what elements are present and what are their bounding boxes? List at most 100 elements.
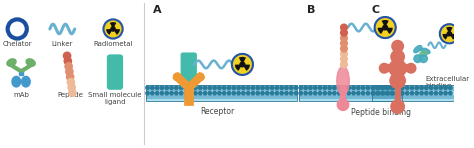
Circle shape (64, 52, 71, 59)
Text: Chelator: Chelator (2, 41, 32, 47)
Bar (340, 86, 346, 101)
Circle shape (371, 86, 374, 89)
Circle shape (341, 45, 347, 52)
Circle shape (341, 40, 347, 47)
Circle shape (275, 91, 279, 95)
Circle shape (189, 91, 192, 95)
Wedge shape (446, 27, 453, 32)
Circle shape (377, 91, 380, 95)
Circle shape (66, 73, 74, 81)
Circle shape (434, 86, 438, 89)
Circle shape (415, 91, 419, 95)
Circle shape (396, 91, 400, 95)
Bar (299, 87, 402, 91)
Circle shape (146, 86, 149, 89)
Bar (395, 86, 401, 101)
Bar (372, 95, 454, 99)
Circle shape (151, 91, 154, 95)
Circle shape (179, 86, 183, 89)
Wedge shape (382, 20, 389, 25)
Circle shape (199, 86, 202, 89)
Circle shape (347, 91, 350, 95)
Ellipse shape (414, 45, 422, 53)
Circle shape (213, 86, 216, 89)
Ellipse shape (419, 51, 427, 56)
Circle shape (240, 62, 245, 67)
Circle shape (425, 86, 428, 89)
Circle shape (391, 86, 394, 89)
Wedge shape (110, 22, 116, 27)
Circle shape (222, 91, 226, 95)
Circle shape (313, 91, 317, 95)
Circle shape (213, 91, 216, 95)
Bar (19, 69, 23, 75)
Circle shape (385, 86, 389, 89)
Circle shape (232, 54, 253, 75)
Circle shape (333, 91, 336, 95)
Wedge shape (239, 57, 246, 62)
Circle shape (410, 91, 414, 95)
Circle shape (309, 91, 312, 95)
Circle shape (439, 91, 442, 95)
Circle shape (333, 86, 336, 89)
Circle shape (405, 91, 409, 95)
Circle shape (155, 86, 159, 89)
Circle shape (64, 57, 72, 65)
Circle shape (448, 86, 452, 89)
Circle shape (237, 86, 240, 89)
Circle shape (251, 91, 255, 95)
Circle shape (396, 86, 400, 89)
Text: B: B (307, 5, 315, 15)
Circle shape (390, 73, 405, 88)
Circle shape (232, 86, 236, 89)
Circle shape (103, 19, 123, 38)
Wedge shape (378, 28, 384, 34)
Circle shape (290, 91, 293, 95)
Circle shape (415, 86, 419, 89)
Circle shape (347, 86, 350, 89)
Circle shape (389, 60, 406, 77)
Circle shape (381, 86, 384, 89)
Circle shape (356, 86, 360, 89)
Ellipse shape (337, 66, 349, 95)
Circle shape (337, 91, 341, 95)
Circle shape (222, 86, 226, 89)
Circle shape (341, 24, 347, 31)
Circle shape (237, 91, 240, 95)
Circle shape (160, 91, 164, 95)
Circle shape (361, 91, 365, 95)
Circle shape (401, 86, 404, 89)
Ellipse shape (7, 59, 16, 66)
Circle shape (405, 86, 409, 89)
Circle shape (392, 40, 403, 52)
Circle shape (232, 91, 236, 95)
Circle shape (414, 55, 421, 62)
Bar (372, 86, 454, 101)
Circle shape (341, 35, 347, 41)
Circle shape (410, 86, 414, 89)
Circle shape (227, 91, 231, 95)
Circle shape (275, 86, 279, 89)
Circle shape (270, 86, 274, 89)
Circle shape (261, 86, 264, 89)
Ellipse shape (21, 76, 30, 87)
Circle shape (341, 56, 347, 62)
Circle shape (69, 89, 76, 96)
Circle shape (256, 91, 259, 95)
Circle shape (366, 91, 370, 95)
Wedge shape (386, 28, 393, 34)
Circle shape (383, 25, 387, 30)
Circle shape (406, 63, 416, 73)
Ellipse shape (26, 59, 35, 66)
Circle shape (401, 91, 404, 95)
Text: Radiometal: Radiometal (93, 41, 133, 47)
Circle shape (203, 86, 207, 89)
Wedge shape (114, 29, 120, 35)
Wedge shape (442, 34, 448, 40)
Bar (146, 95, 297, 99)
Circle shape (242, 91, 245, 95)
Circle shape (382, 91, 385, 95)
Circle shape (372, 91, 375, 95)
Circle shape (386, 91, 390, 95)
Circle shape (386, 86, 390, 89)
